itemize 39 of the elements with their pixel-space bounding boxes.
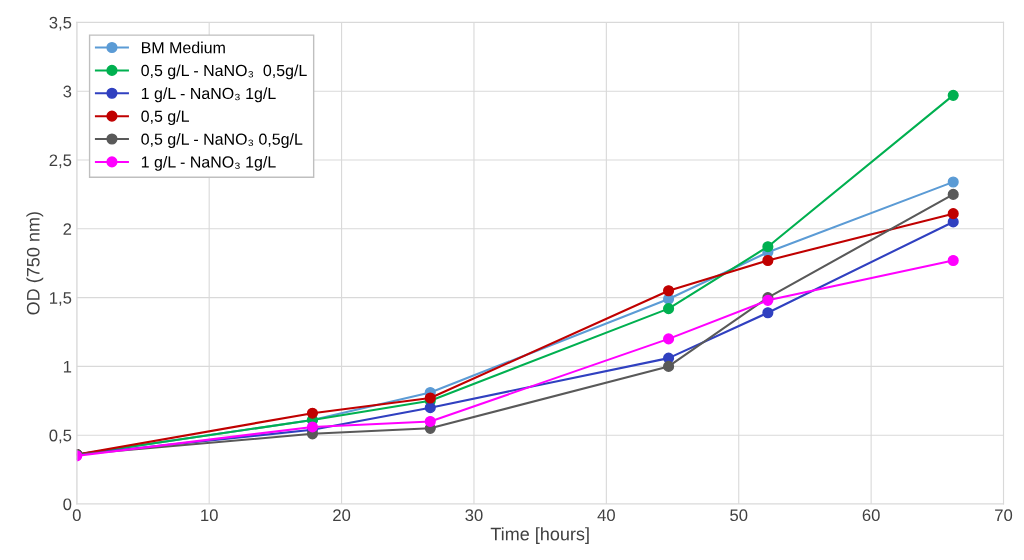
x-tick-label: 50 bbox=[730, 509, 748, 522]
y-tick-label: 1 bbox=[63, 360, 72, 373]
point bbox=[663, 333, 675, 345]
legend-label: BM Medium bbox=[142, 41, 225, 54]
legend-label: 0,5 g/L - NaNO₃ 0,5g/L bbox=[141, 133, 303, 148]
point bbox=[306, 407, 319, 419]
point bbox=[663, 360, 675, 372]
legend-label: 0,5 g/L - NaNO₃ 0,5g/L bbox=[141, 64, 307, 80]
x-axis-title: Time [hours] bbox=[490, 527, 589, 545]
point bbox=[947, 176, 959, 188]
y-tick-label: 3 bbox=[63, 85, 72, 98]
y-tick-label: 0 bbox=[63, 498, 72, 511]
y-tick-label: 2 bbox=[63, 223, 72, 235]
x-tick-label: 60 bbox=[862, 509, 880, 522]
x-tick-label: 20 bbox=[333, 509, 351, 522]
x-tick-label: 70 bbox=[995, 509, 1013, 522]
point bbox=[947, 89, 959, 101]
legend-label: 1 g/L - NaNO₃ 1g/L bbox=[141, 155, 276, 171]
point bbox=[424, 415, 436, 427]
y-tick-label: 2,5 bbox=[49, 154, 72, 169]
y-tick-label: 0,5 bbox=[49, 429, 72, 444]
y-axis-title: OD (750 nm) bbox=[26, 212, 44, 315]
y-tick-label: 1,5 bbox=[50, 292, 72, 306]
point bbox=[762, 241, 774, 253]
point bbox=[663, 285, 675, 297]
legend-label: 1 g/L - NaNO₃ 1g/L bbox=[141, 87, 276, 103]
point bbox=[762, 254, 774, 267]
point bbox=[947, 188, 959, 200]
x-tick-label: 0 bbox=[72, 509, 81, 522]
x-tick-label: 40 bbox=[597, 509, 615, 522]
point bbox=[424, 402, 436, 414]
x-tick-label: 10 bbox=[201, 509, 218, 522]
point bbox=[947, 208, 959, 220]
legend-label: 0,5 g/L bbox=[141, 110, 189, 126]
point bbox=[947, 254, 959, 267]
x-tick-label: 30 bbox=[465, 509, 483, 522]
y-tick-label: 3,5 bbox=[49, 16, 72, 31]
point bbox=[663, 303, 675, 315]
point bbox=[762, 307, 774, 319]
